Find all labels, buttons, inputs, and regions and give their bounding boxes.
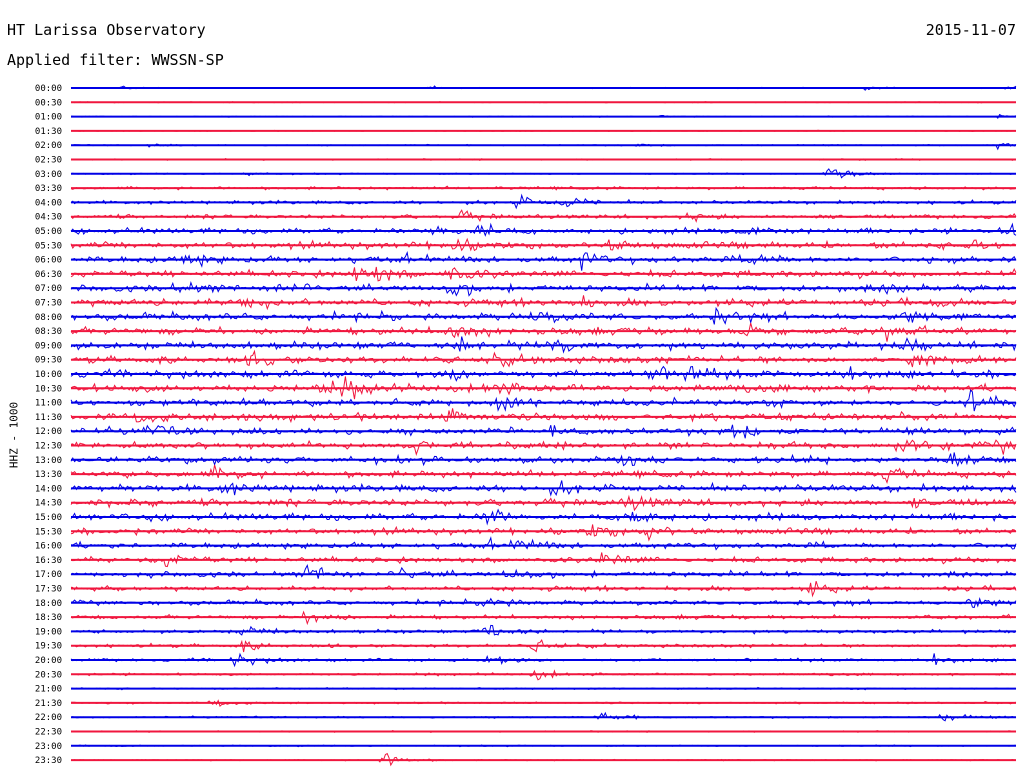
row-label-1800: 18:00 bbox=[35, 599, 62, 609]
row-label-1400: 14:00 bbox=[35, 484, 62, 494]
row-label-0630: 06:30 bbox=[35, 270, 62, 280]
row-label-0130: 01:30 bbox=[35, 127, 62, 137]
row-label-2200: 22:00 bbox=[35, 713, 62, 723]
row-label-0230: 02:30 bbox=[35, 156, 62, 166]
row-label-0730: 07:30 bbox=[35, 299, 62, 309]
trace-0830 bbox=[70, 322, 1017, 342]
row-label-1430: 14:30 bbox=[35, 499, 62, 509]
row-label-0800: 08:00 bbox=[35, 313, 62, 323]
row-label-2300: 23:00 bbox=[35, 742, 62, 752]
row-label-0000: 00:00 bbox=[35, 84, 62, 94]
row-label-2000: 20:00 bbox=[35, 656, 62, 666]
row-label-0300: 03:00 bbox=[35, 170, 62, 180]
trace-0900 bbox=[70, 336, 1017, 354]
row-label-1230: 12:30 bbox=[35, 442, 62, 452]
trace-1130 bbox=[70, 408, 1017, 424]
trace-1900 bbox=[70, 624, 1017, 636]
row-label-2100: 21:00 bbox=[35, 685, 62, 695]
trace-1100 bbox=[70, 389, 1017, 412]
trace-2030 bbox=[70, 669, 1017, 681]
row-label-1500: 15:00 bbox=[35, 513, 62, 523]
row-label-1200: 12:00 bbox=[35, 427, 62, 437]
row-label-1600: 16:00 bbox=[35, 542, 62, 552]
row-label-1130: 11:30 bbox=[35, 413, 62, 423]
row-label-0030: 00:30 bbox=[35, 98, 62, 108]
row-label-0400: 04:00 bbox=[35, 198, 62, 208]
row-label-1000: 10:00 bbox=[35, 370, 62, 380]
filter-label: Applied filter: WWSSN-SP bbox=[7, 51, 224, 69]
trace-0600 bbox=[70, 251, 1017, 271]
trace-1700 bbox=[70, 563, 1017, 579]
row-label-2130: 21:30 bbox=[35, 699, 62, 709]
trace-0500 bbox=[70, 222, 1017, 237]
row-label-2230: 22:30 bbox=[35, 728, 62, 738]
trace-1230 bbox=[70, 439, 1017, 457]
station-title: HT Larissa Observatory bbox=[7, 21, 206, 39]
trace-group bbox=[70, 85, 1017, 767]
row-label-0530: 05:30 bbox=[35, 241, 62, 251]
row-label-0430: 04:30 bbox=[35, 213, 62, 223]
row-label-0700: 07:00 bbox=[35, 284, 62, 294]
row-label-1830: 18:30 bbox=[35, 613, 62, 623]
row-label-0200: 02:00 bbox=[35, 141, 62, 151]
row-label-0330: 03:30 bbox=[35, 184, 62, 194]
row-label-1730: 17:30 bbox=[35, 585, 62, 595]
row-label-group: 00:00 00:30 01:00 01:30 02:00 02:30 03:00 03:30… bbox=[35, 84, 62, 766]
row-label-0900: 09:00 bbox=[35, 341, 62, 351]
row-label-2030: 20:30 bbox=[35, 670, 62, 680]
row-label-1700: 17:00 bbox=[35, 570, 62, 580]
date-label: 2015-11-07 bbox=[925, 21, 1016, 39]
row-label-0830: 08:30 bbox=[35, 327, 62, 337]
row-label-1030: 10:30 bbox=[35, 384, 62, 394]
row-label-1330: 13:30 bbox=[35, 470, 62, 480]
row-label-1100: 11:00 bbox=[35, 399, 62, 409]
row-label-0600: 06:00 bbox=[35, 256, 62, 266]
trace-1600 bbox=[70, 536, 1017, 551]
row-label-0100: 01:00 bbox=[35, 113, 62, 123]
row-label-2330: 23:30 bbox=[35, 756, 62, 766]
trace-0630 bbox=[70, 266, 1017, 282]
row-label-1300: 13:00 bbox=[35, 456, 62, 466]
row-label-1900: 19:00 bbox=[35, 627, 62, 637]
row-label-1930: 19:30 bbox=[35, 642, 62, 652]
row-label-0930: 09:30 bbox=[35, 356, 62, 366]
row-label-0500: 05:00 bbox=[35, 227, 62, 237]
row-label-1630: 16:30 bbox=[35, 556, 62, 566]
row-label-1530: 15:30 bbox=[35, 527, 62, 537]
